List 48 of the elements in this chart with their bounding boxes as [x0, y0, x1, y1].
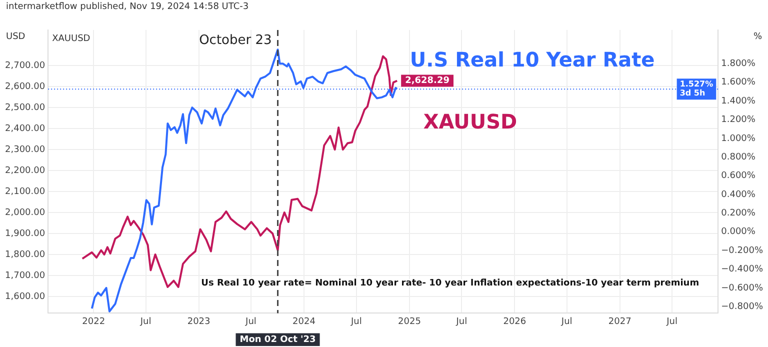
legend-label: XAUUSD — [423, 110, 518, 134]
y2-axis-title: % — [753, 32, 762, 42]
text: Mon 02 Oct '23 — [240, 335, 316, 346]
y2-tick-label: 0.200% — [721, 208, 756, 219]
y2-tick-label: 1.200% — [721, 115, 756, 126]
y2-tick-label: 0.600% — [721, 171, 756, 182]
y-tick-label: 2,200.00 — [5, 166, 46, 176]
chart-title: intermarketflow published, Nov 19, 2024 14:58 UTC-3 — [5, 1, 250, 14]
y-tick-label: 2,000.00 — [5, 208, 46, 218]
x-tick-label: 2027 — [608, 316, 632, 327]
y2-tick-label: 1.000% — [721, 134, 756, 144]
ref-line-label: 1.527% 3d 5h — [680, 80, 714, 98]
x-tick-label: Jul — [560, 316, 572, 327]
x-tick-label: 2022 — [82, 316, 106, 327]
y-tick-label: 1,600.00 — [5, 292, 46, 302]
y-tick-label: 1,900.00 — [5, 228, 46, 239]
y-tick-label: 2,500.00 — [5, 102, 46, 113]
series-label: U.S Real 10 Year Rate — [410, 47, 655, 72]
y2-tick-label: 0.800% — [721, 152, 756, 162]
y2-tick-label: 0.000% — [721, 227, 756, 238]
y2-tick-label: −0.400% — [721, 264, 764, 275]
y-tick-label: 2,100.00 — [5, 186, 46, 197]
x-tick-label: Jul — [244, 316, 256, 327]
y2-tick-label: 1.800% — [721, 58, 756, 69]
ref-line-label: October 23 — [199, 32, 272, 48]
y-tick-label: 2,700.00 — [5, 61, 46, 72]
y2-tick-label: −0.800% — [721, 302, 764, 312]
x-tick-label: Jul — [666, 316, 678, 327]
y2-tick-label: 1.600% — [721, 78, 756, 88]
y-tick-label: 2,300.00 — [5, 144, 46, 155]
x-tick-label: Jul — [350, 316, 362, 327]
y-axis-title: USD — [6, 32, 26, 42]
x-tick-label: 2025 — [398, 316, 421, 327]
y-tick-label: 1,800.00 — [5, 250, 46, 260]
x-tick-label: 2023 — [187, 316, 210, 327]
y-tick-label: 1,700.00 — [5, 270, 46, 281]
y-tick-label: 2,600.00 — [5, 82, 46, 92]
x-tick-label: 2026 — [503, 316, 526, 327]
y-tick-label: 2,400.00 — [5, 124, 46, 134]
y2-tick-label: 1.400% — [721, 96, 756, 106]
x-tick-label: Jul — [139, 316, 152, 327]
y2-tick-label: 0.400% — [721, 190, 756, 200]
annotation: 2,628.29 — [405, 76, 450, 86]
y2-tick-label: −0.600% — [721, 283, 764, 294]
text: XAUUSD — [52, 34, 90, 44]
y2-tick-label: −0.200% — [721, 246, 764, 256]
x-tick-label: 2024 — [292, 316, 316, 327]
x-tick-label: Jul — [455, 316, 468, 327]
